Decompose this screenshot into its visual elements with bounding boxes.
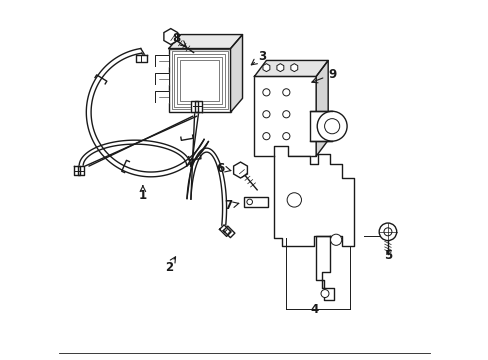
Text: 9: 9 (327, 68, 336, 81)
Text: 4: 4 (309, 303, 318, 316)
Circle shape (246, 199, 252, 205)
Circle shape (320, 289, 328, 298)
Polygon shape (219, 225, 231, 237)
Text: 8: 8 (172, 32, 181, 45)
Polygon shape (223, 226, 234, 238)
Polygon shape (155, 73, 168, 84)
Polygon shape (168, 35, 242, 49)
Polygon shape (274, 146, 353, 246)
Circle shape (282, 111, 289, 118)
Text: 3: 3 (258, 50, 266, 63)
Text: 6: 6 (216, 162, 224, 175)
Polygon shape (155, 91, 168, 102)
Polygon shape (74, 166, 80, 175)
Bar (309, 111, 331, 141)
Polygon shape (78, 166, 84, 175)
Polygon shape (195, 101, 202, 112)
Bar (180, 60, 219, 101)
Circle shape (286, 193, 301, 207)
Bar (254, 76, 316, 156)
Polygon shape (254, 60, 327, 76)
Text: 7: 7 (224, 199, 232, 212)
Bar (244, 197, 268, 207)
Bar (168, 49, 230, 112)
Circle shape (262, 132, 269, 140)
Circle shape (330, 234, 341, 246)
Ellipse shape (324, 119, 339, 134)
Polygon shape (316, 236, 333, 300)
Polygon shape (155, 55, 168, 67)
Circle shape (378, 223, 396, 240)
Polygon shape (230, 35, 242, 112)
Polygon shape (316, 60, 327, 156)
Text: 1: 1 (139, 189, 147, 202)
Text: 2: 2 (164, 261, 172, 274)
Bar (171, 51, 227, 109)
Bar (174, 54, 224, 107)
Circle shape (282, 132, 289, 140)
Bar (177, 57, 222, 104)
Circle shape (262, 111, 269, 118)
Ellipse shape (317, 111, 346, 141)
Text: 5: 5 (383, 249, 391, 262)
Polygon shape (136, 55, 146, 62)
Circle shape (383, 228, 391, 236)
Circle shape (262, 89, 269, 96)
Circle shape (282, 89, 289, 96)
Polygon shape (191, 101, 198, 112)
